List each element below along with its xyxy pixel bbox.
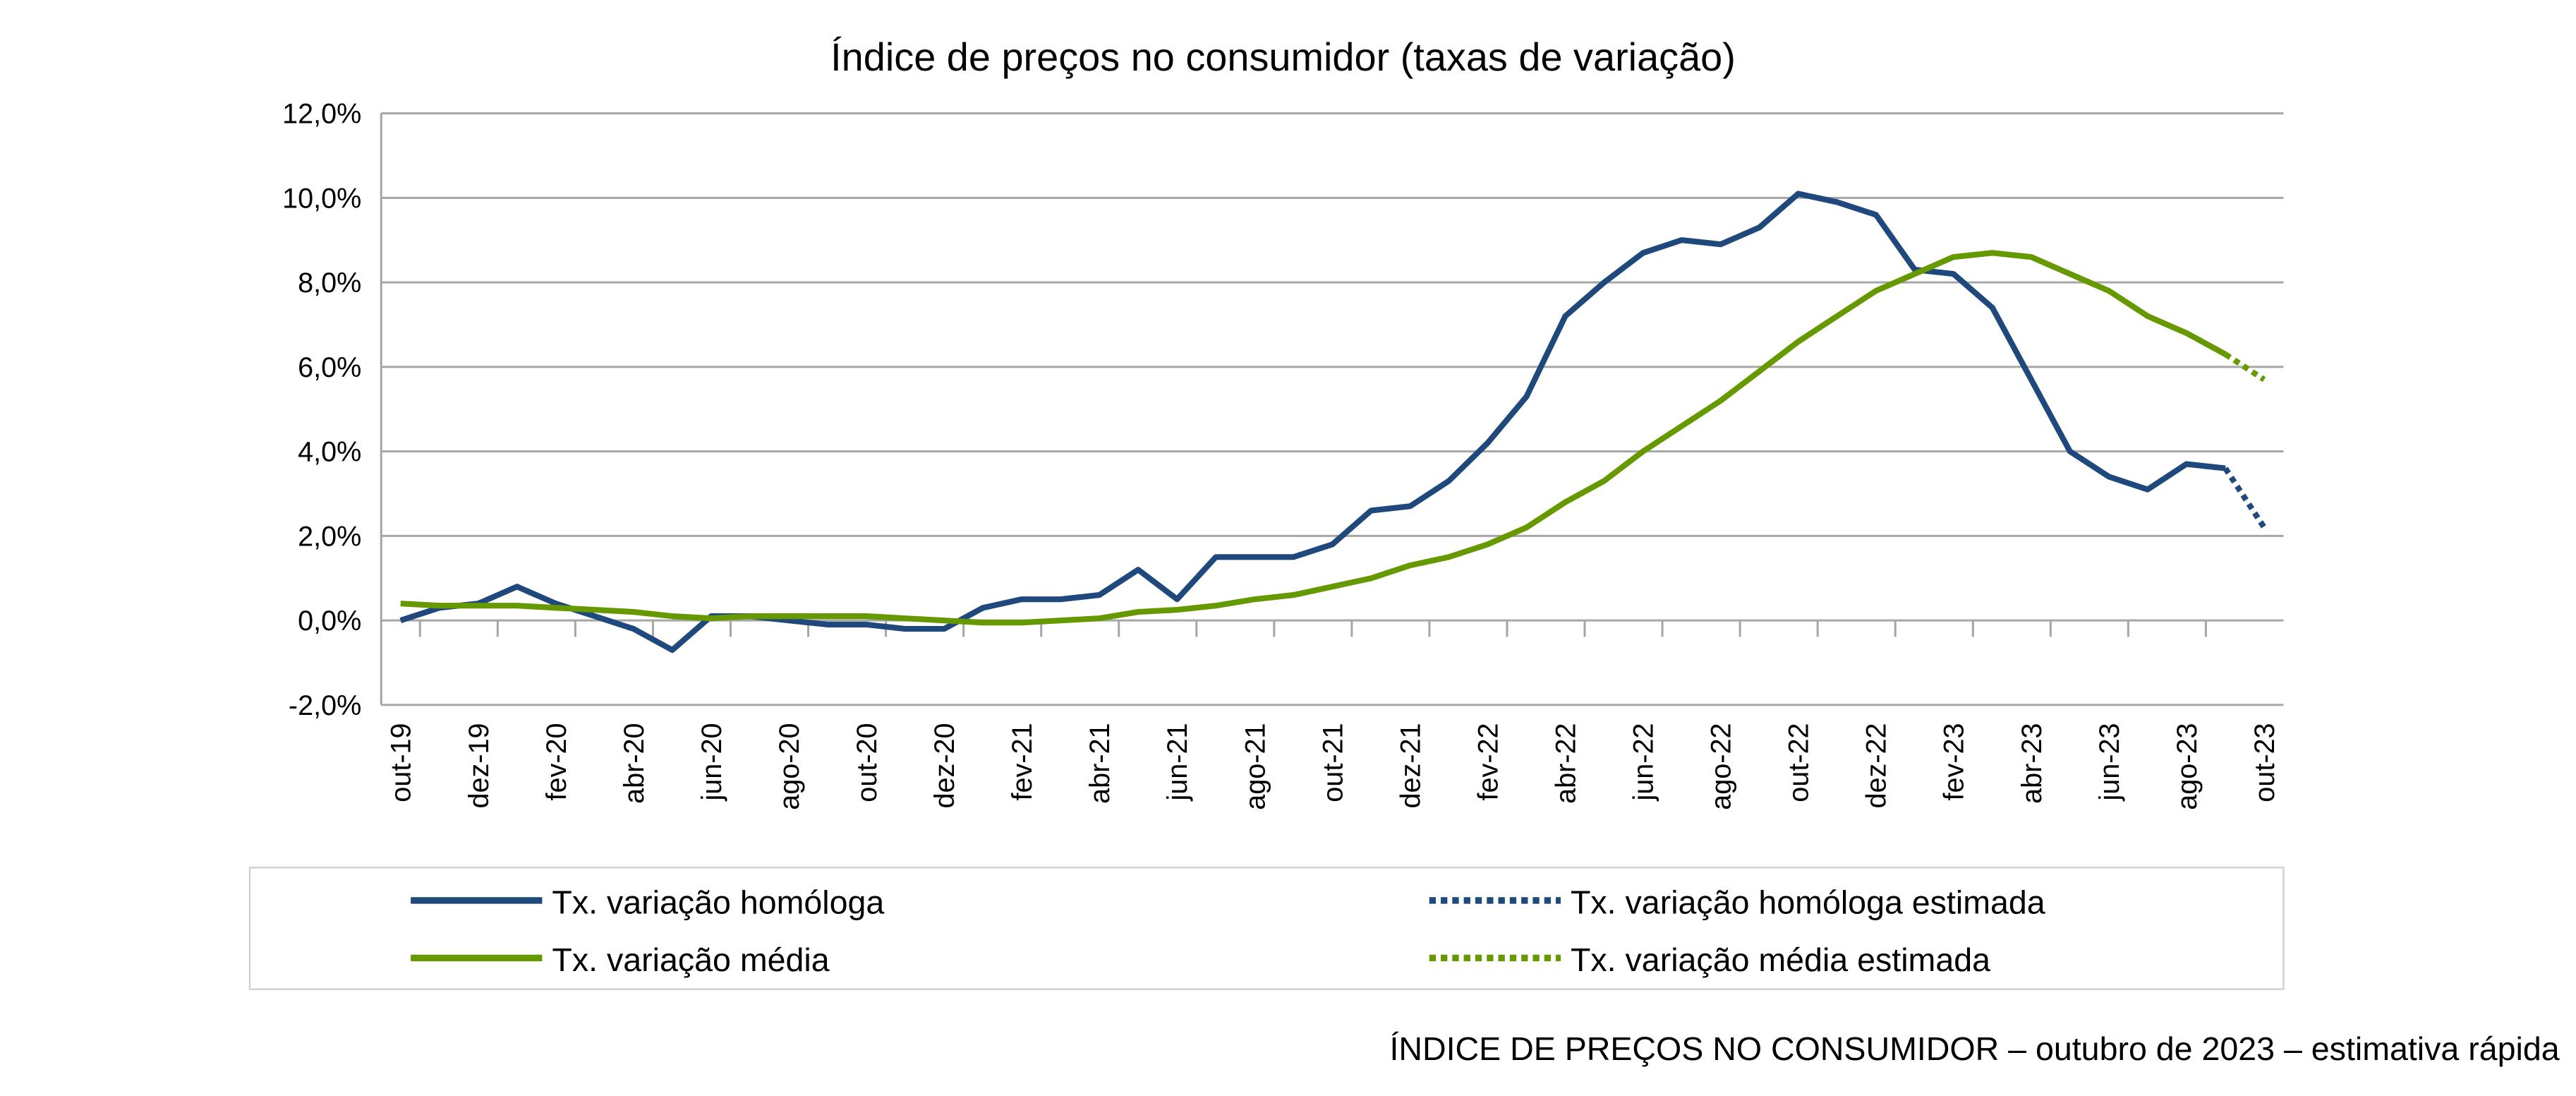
series-line-2 bbox=[400, 250, 2227, 626]
series-line-3 bbox=[2223, 351, 2266, 383]
legend-label: Tx. variação média bbox=[552, 941, 829, 978]
y-tick-label: 6,0% bbox=[298, 352, 361, 383]
chart-title: Índice de preços no consumidor (taxas de… bbox=[830, 35, 1736, 79]
legend-label: Tx. variação homóloga estimada bbox=[1571, 884, 2045, 921]
x-tick-label: jun-23 bbox=[2094, 723, 2125, 801]
series-line-0 bbox=[399, 191, 2226, 654]
legend-box bbox=[248, 867, 2285, 990]
x-tick-label: fev-21 bbox=[1007, 723, 1038, 800]
y-tick-label: -2,0% bbox=[289, 690, 361, 721]
x-tick-label: out-20 bbox=[852, 723, 883, 802]
legend: Tx. variação homóloga Tx. variação homólo… bbox=[248, 867, 2285, 990]
x-tick-label: ago-20 bbox=[774, 723, 805, 809]
x-tick-label: fev-20 bbox=[541, 723, 572, 800]
y-tick-label: 0,0% bbox=[298, 606, 361, 637]
x-tick-label: dez-19 bbox=[464, 723, 495, 808]
x-tick-label: fev-23 bbox=[1939, 723, 1970, 800]
x-tick-label: dez-20 bbox=[929, 723, 960, 808]
x-tick-label: abr-23 bbox=[2016, 723, 2048, 803]
x-tick-label: abr-22 bbox=[1550, 723, 1581, 803]
x-tick-label: ago-23 bbox=[2172, 723, 2203, 809]
y-axis: -2,0% 0,0% 2,0% 4,0% 6,0% 8,0% 10,0% 12,0% bbox=[282, 99, 382, 721]
legend-label: Tx. variação homóloga bbox=[552, 884, 884, 921]
x-tick-label: jun-20 bbox=[696, 723, 727, 801]
x-tick-label: dez-22 bbox=[1861, 723, 1892, 808]
x-tick-label: ago-21 bbox=[1240, 723, 1271, 809]
series-line-1 bbox=[2223, 466, 2267, 529]
series-lines bbox=[399, 191, 2267, 654]
x-tick-label: out-19 bbox=[386, 723, 417, 802]
x-tick-label: abr-21 bbox=[1084, 723, 1115, 803]
legend-label: Tx. variação média estimada bbox=[1571, 941, 1990, 978]
y-tick-label: 10,0% bbox=[282, 183, 361, 214]
y-tick-label: 12,0% bbox=[282, 99, 361, 130]
x-tick-label: dez-21 bbox=[1395, 723, 1426, 808]
footer-text: ÍNDICE DE PREÇOS NO CONSUMIDOR – outubro… bbox=[1389, 1030, 2559, 1067]
x-tick-label: out-22 bbox=[1784, 723, 1815, 802]
x-tick-label: abr-20 bbox=[619, 723, 650, 803]
x-tick-label: out-23 bbox=[2249, 723, 2280, 802]
x-tick-label: jun-21 bbox=[1162, 723, 1193, 801]
x-tick-label: out-21 bbox=[1317, 723, 1348, 802]
x-tick-label: ago-22 bbox=[1706, 723, 1737, 809]
y-tick-label: 4,0% bbox=[298, 437, 361, 468]
y-tick-label: 2,0% bbox=[298, 521, 361, 552]
y-tick-label: 8,0% bbox=[298, 267, 361, 299]
x-tick-label: fev-22 bbox=[1473, 723, 1504, 800]
x-axis: out-19 dez-19 fev-20 abr-20 jun-20 ago-20 out-… bbox=[386, 620, 2280, 810]
x-tick-label: jun-22 bbox=[1628, 723, 1659, 801]
